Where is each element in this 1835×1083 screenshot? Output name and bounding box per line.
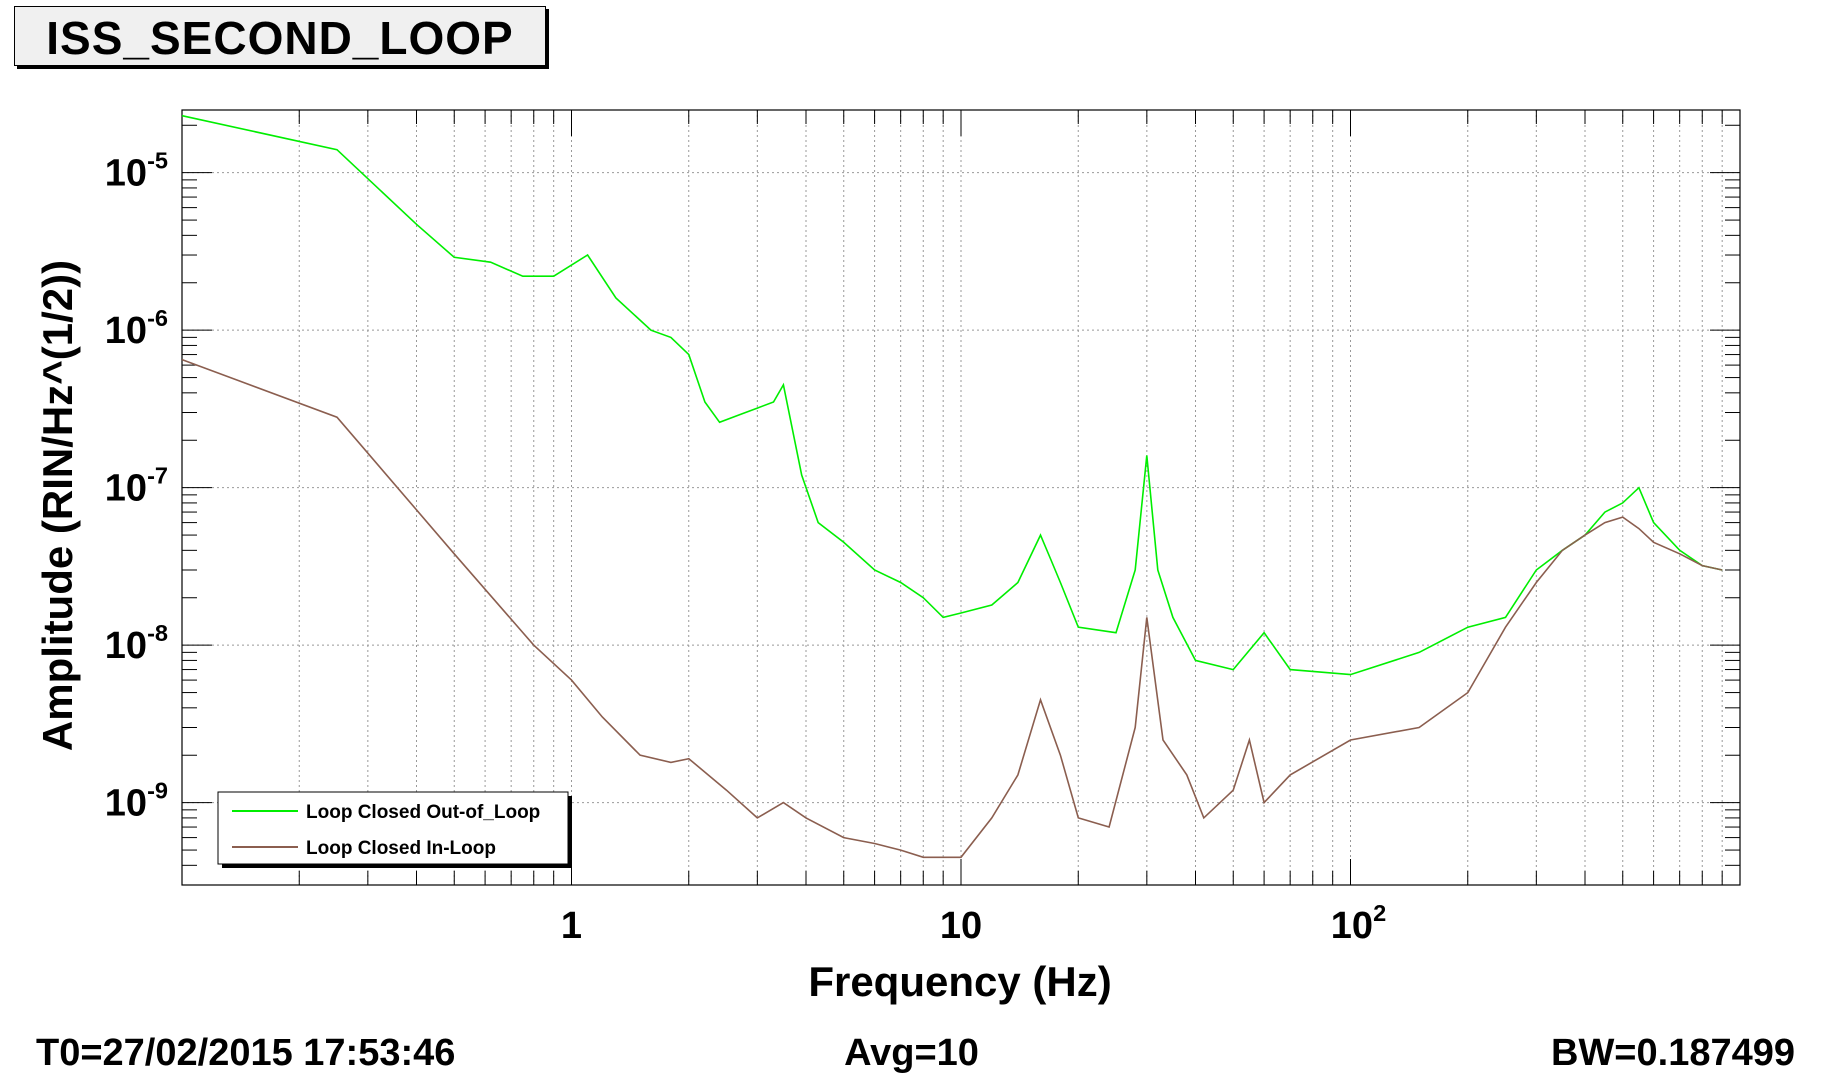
x-tick-label: 10	[940, 905, 982, 947]
y-tick-label: 10-8	[105, 620, 168, 667]
chart-title: ISS_SECOND_LOOP	[46, 12, 514, 64]
y-axis-title: Amplitude (RIN/Hz^(1/2))	[34, 260, 81, 751]
legend-box	[217, 791, 569, 865]
y-tick-label: 10-6	[105, 305, 168, 352]
y-tick-label: 10-9	[105, 778, 168, 825]
footer-avg: Avg=10	[844, 1032, 979, 1074]
legend-label-2: Loop Closed In-Loop	[306, 838, 496, 859]
footer-t0: T0=27/02/2015 17:53:46	[36, 1032, 456, 1074]
y-tick-label: 10-7	[105, 463, 168, 510]
footer-bw: BW=0.187499	[1551, 1032, 1795, 1074]
title-box: ISS_SECOND_LOOP	[14, 6, 546, 66]
y-tick-label: 10-5	[105, 148, 168, 195]
series-line-1	[181, 114, 1723, 676]
x-axis-title: Frequency (Hz)	[808, 958, 1111, 1005]
legend-label-1: Loop Closed Out-of_Loop	[306, 802, 540, 823]
x-tick-label: 1	[561, 905, 582, 947]
plot-frame	[181, 109, 1741, 886]
series-line-2	[181, 358, 1723, 859]
x-tick-label: 102	[1331, 900, 1386, 947]
